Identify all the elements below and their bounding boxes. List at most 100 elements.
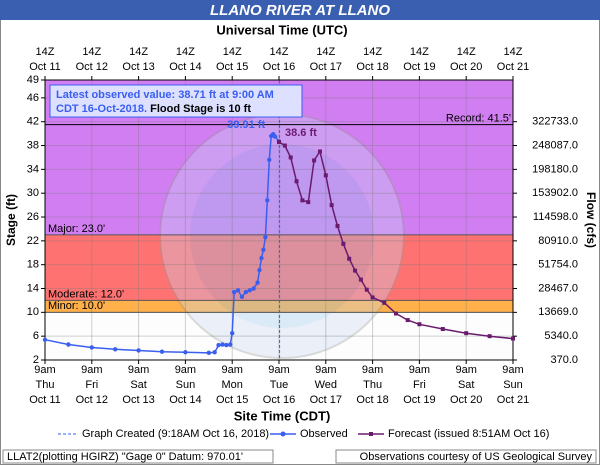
x-tick-day: Fri: [413, 379, 426, 391]
x-tick-date: Oct 13: [122, 394, 154, 406]
top-x-tick-date: Oct 18: [356, 61, 388, 73]
legend-forecast-dot: [369, 432, 373, 436]
y2-tick-label: 248087.0: [532, 139, 578, 151]
observed-point: [257, 267, 262, 273]
forecast-point: [288, 155, 293, 160]
y2-tick-label: 322733.0: [532, 116, 578, 128]
y2-tick-label: 5340.0: [544, 330, 578, 342]
legend-observed-dot: [280, 431, 286, 437]
forecast-point: [335, 223, 340, 228]
x-tick-day: Sun: [176, 379, 196, 391]
forecast-point: [341, 241, 346, 246]
title-bar: [0, 0, 600, 20]
top-x-tick-hour: 14Z: [270, 46, 289, 58]
info-line: CDT 16-Oct-2018. Flood Stage is 10 ft: [56, 103, 251, 115]
plot-border: [44, 79, 514, 361]
forecast-point: [382, 300, 387, 305]
y-tick-label: 34: [27, 163, 39, 175]
observed-point: [230, 330, 235, 336]
info-flood-stage: Flood Stage is 10 ft: [150, 103, 251, 115]
y-tick-label: 18: [27, 259, 39, 271]
legend-created: Graph Created (9:18AM Oct 16, 2018): [82, 428, 269, 440]
info-background: [49, 84, 303, 118]
observed-point: [183, 350, 188, 355]
threshold-label: Major: 23.0': [48, 223, 105, 235]
top-x-tick-date: Oct 20: [450, 61, 482, 73]
threshold-label: Moderate: 12.0': [48, 288, 124, 300]
y2-tick-label: 370.0: [550, 354, 578, 366]
y-tick-label: 6: [33, 330, 39, 342]
top-x-tick-date: Oct 12: [76, 61, 108, 73]
observed-point: [247, 288, 252, 293]
forecast-point: [347, 256, 352, 261]
x-tick-hour: 9am: [268, 364, 289, 376]
y2-tick-label: 114598.0: [533, 211, 578, 223]
forecast-point: [353, 268, 358, 273]
top-x-tick-hour: 14Z: [457, 46, 476, 58]
y-tick-label: 30: [27, 187, 39, 199]
x-axis-title: Site Time (CDT): [234, 408, 331, 423]
observed-point: [216, 342, 221, 348]
observed-point: [267, 157, 272, 163]
x-tick-hour: 9am: [221, 364, 242, 376]
flood-band: [45, 234, 513, 301]
y2-tick-label: 13669.0: [538, 306, 578, 318]
x-tick-day: Sun: [503, 379, 523, 391]
observed-point: [235, 288, 241, 293]
observed-point: [272, 134, 278, 139]
info-line: Latest observed value: 38.71 ft at 9:00 …: [56, 89, 274, 101]
forecast-point: [370, 295, 375, 300]
x-tick-date: Oct 14: [169, 394, 201, 406]
y-tick-label: 42: [27, 116, 39, 128]
forecast-point: [511, 336, 515, 341]
observed-point: [263, 235, 268, 240]
info-box: Latest observed value: 38.71 ft at 9:00 …: [49, 84, 303, 118]
footer-right: Observations courtesy of US Geological S…: [360, 451, 593, 463]
top-x-tick-date: Oct 15: [216, 61, 248, 73]
forecast-point: [317, 149, 322, 154]
forecast-point: [277, 139, 281, 144]
x-tick-hour: 9am: [409, 364, 430, 376]
x-tick-day: Tue: [270, 379, 289, 391]
forecast-point: [300, 198, 305, 203]
x-tick-day: Sat: [130, 379, 147, 391]
observed-point: [259, 255, 264, 261]
top-x-tick-hour: 14Z: [410, 46, 429, 58]
value-label: 38.6 ft: [285, 127, 317, 139]
observed-point: [255, 280, 260, 285]
forecast-point: [306, 200, 311, 205]
flood-band: [45, 300, 513, 313]
watermark: [159, 113, 405, 359]
x-tick-day: Sat: [458, 379, 475, 391]
y-tick-label: 22: [27, 235, 39, 247]
x-tick-hour: 9am: [362, 364, 383, 376]
forecast-point: [464, 331, 469, 336]
x-tick-date: Oct 17: [310, 394, 342, 406]
top-x-tick-date: Oct 13: [122, 61, 154, 73]
observed-point: [261, 247, 266, 252]
x-tick-hour: 9am: [34, 364, 55, 376]
y2-tick-label: 198180.0: [532, 163, 578, 175]
top-x-tick-date: Oct 14: [169, 61, 201, 73]
x-tick-date: Oct 16: [263, 394, 295, 406]
chart-title: LLANO RIVER AT LLANO: [210, 2, 390, 19]
y-tick-label: 26: [27, 211, 39, 223]
observed-point: [136, 348, 141, 353]
forecast-point: [282, 143, 287, 148]
x-tick-date: Oct 15: [216, 394, 248, 406]
top-x-tick-hour: 14Z: [316, 46, 335, 58]
x-tick-date: Oct 19: [403, 394, 435, 406]
observed-point: [265, 198, 270, 203]
y2-tick-label: 80910.0: [538, 235, 578, 247]
observed-point: [239, 294, 245, 300]
observed-point: [42, 337, 48, 342]
top-x-tick-hour: 14Z: [223, 46, 242, 58]
legend-observed: Observed: [300, 428, 348, 440]
x-tick-hour: 9am: [81, 364, 102, 376]
y-tick-label: 46: [27, 92, 39, 104]
x-tick-day: Wed: [315, 379, 337, 391]
legend-forecast: Forecast (issued 8:51AM Oct 16): [388, 428, 549, 440]
observed-point: [224, 342, 229, 348]
forecast-point: [312, 158, 317, 163]
x-tick-hour: 9am: [128, 364, 149, 376]
